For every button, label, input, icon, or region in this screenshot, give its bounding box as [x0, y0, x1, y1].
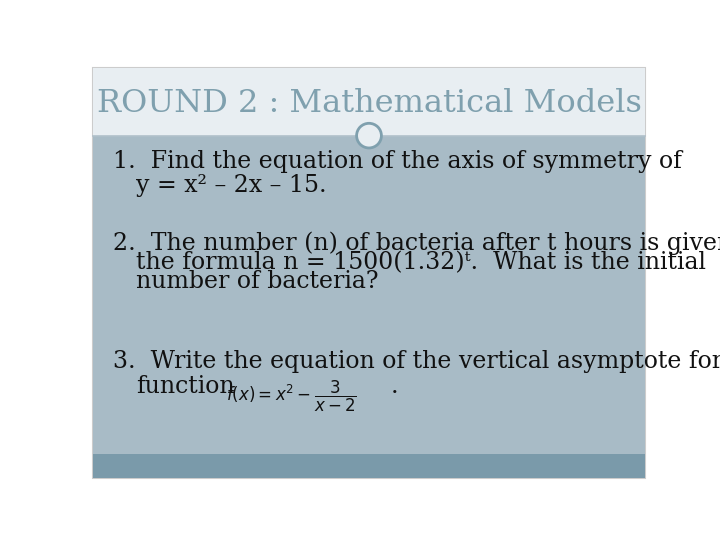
Text: ROUND 2 : Mathematical Models: ROUND 2 : Mathematical Models	[96, 88, 642, 119]
Text: $f(x)=x^2-\dfrac{3}{x-2}$: $f(x)=x^2-\dfrac{3}{x-2}$	[225, 379, 356, 414]
Text: number of bacteria?: number of bacteria?	[137, 271, 379, 293]
Text: 3.  Write the equation of the vertical asymptote for the: 3. Write the equation of the vertical as…	[113, 350, 720, 373]
FancyBboxPatch shape	[93, 68, 645, 477]
Text: function: function	[137, 375, 235, 398]
FancyBboxPatch shape	[93, 68, 645, 136]
Text: 1.  Find the equation of the axis of symmetry of: 1. Find the equation of the axis of symm…	[113, 150, 682, 173]
FancyBboxPatch shape	[93, 454, 645, 477]
Circle shape	[356, 123, 382, 148]
FancyBboxPatch shape	[93, 136, 645, 454]
Text: 2.  The number (n) of bacteria after t hours is given by: 2. The number (n) of bacteria after t ho…	[113, 232, 720, 255]
Text: the formula n = 1500(1.32)ᵗ.  What is the initial: the formula n = 1500(1.32)ᵗ. What is the…	[137, 251, 706, 274]
Text: y = x² – 2x – 15.: y = x² – 2x – 15.	[137, 174, 327, 197]
Text: .: .	[391, 375, 398, 398]
